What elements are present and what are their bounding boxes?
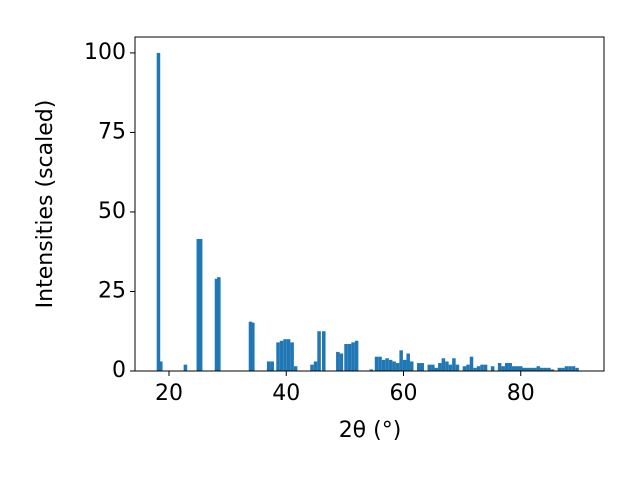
bar (568, 366, 572, 371)
bar (336, 351, 340, 371)
bar (431, 364, 435, 371)
bar (374, 356, 379, 371)
bar (427, 364, 432, 371)
bar (369, 369, 374, 371)
bar (511, 366, 516, 371)
bar (561, 367, 565, 371)
bar (406, 353, 410, 371)
bar (351, 342, 355, 371)
bar (381, 359, 386, 371)
bar (310, 364, 314, 371)
bar (402, 359, 407, 371)
bar (452, 358, 456, 371)
bar (395, 363, 400, 371)
bar (198, 238, 203, 371)
bar (214, 278, 219, 371)
bar (469, 356, 474, 371)
bar (483, 364, 488, 371)
bar (378, 356, 382, 371)
bar (251, 322, 255, 371)
bar (248, 321, 253, 371)
bar (293, 366, 298, 371)
bar (399, 350, 403, 371)
bar (266, 361, 271, 371)
x-tick-label: 20 (155, 381, 183, 406)
bar (480, 364, 484, 371)
x-tick-label: 60 (390, 381, 418, 406)
bar (529, 367, 534, 371)
bar (522, 367, 527, 371)
x-tick-label: 40 (272, 381, 300, 406)
bar (156, 52, 161, 372)
bar (508, 363, 512, 371)
bar (504, 363, 509, 371)
bar (445, 361, 449, 371)
bar (344, 343, 348, 371)
bar (270, 361, 274, 371)
bar (497, 363, 502, 371)
bar (473, 367, 477, 371)
bar (322, 331, 326, 371)
plot-frame (134, 36, 605, 372)
x-tick-label: 80 (507, 381, 535, 406)
bar (462, 366, 467, 371)
bar (476, 366, 481, 371)
bar (286, 339, 291, 371)
bar (526, 367, 530, 371)
y-tick-label: 75 (98, 119, 126, 144)
bar (438, 363, 442, 371)
bar (385, 358, 389, 371)
bar (434, 367, 439, 371)
bar (313, 361, 318, 371)
x-axis-label: 2θ (°) (339, 418, 402, 443)
bar (317, 331, 321, 371)
bar (183, 364, 188, 371)
bar (550, 369, 555, 371)
bar (276, 342, 280, 371)
bar (533, 367, 537, 371)
y-tick-label: 50 (98, 199, 126, 224)
bar (557, 367, 562, 371)
bar (575, 367, 579, 371)
bar (420, 363, 425, 371)
bar (283, 339, 287, 371)
bar (455, 364, 460, 371)
bar (571, 366, 576, 371)
bar (339, 353, 344, 371)
bar (515, 366, 519, 371)
bar (448, 364, 453, 371)
y-tick-label: 100 (84, 40, 126, 65)
bar (388, 359, 393, 371)
bar (543, 367, 548, 371)
bar (466, 364, 470, 371)
bar (441, 358, 446, 371)
bar (501, 366, 505, 371)
bar (564, 366, 569, 371)
bar (279, 340, 284, 371)
y-tick-label: 25 (98, 278, 126, 303)
bar (347, 343, 352, 371)
bar (392, 361, 396, 371)
bar (159, 361, 163, 371)
bar (536, 366, 541, 371)
bar (547, 367, 551, 371)
bar (490, 366, 495, 371)
bar (416, 363, 421, 371)
bar (217, 277, 221, 371)
bar (354, 340, 359, 371)
bar (409, 361, 414, 371)
bar (518, 366, 523, 371)
bar (290, 342, 294, 371)
y-axis-label: Intensities (scaled) (33, 100, 58, 309)
bar (196, 238, 201, 371)
y-tick-label: 0 (112, 358, 126, 383)
bar (540, 367, 544, 371)
